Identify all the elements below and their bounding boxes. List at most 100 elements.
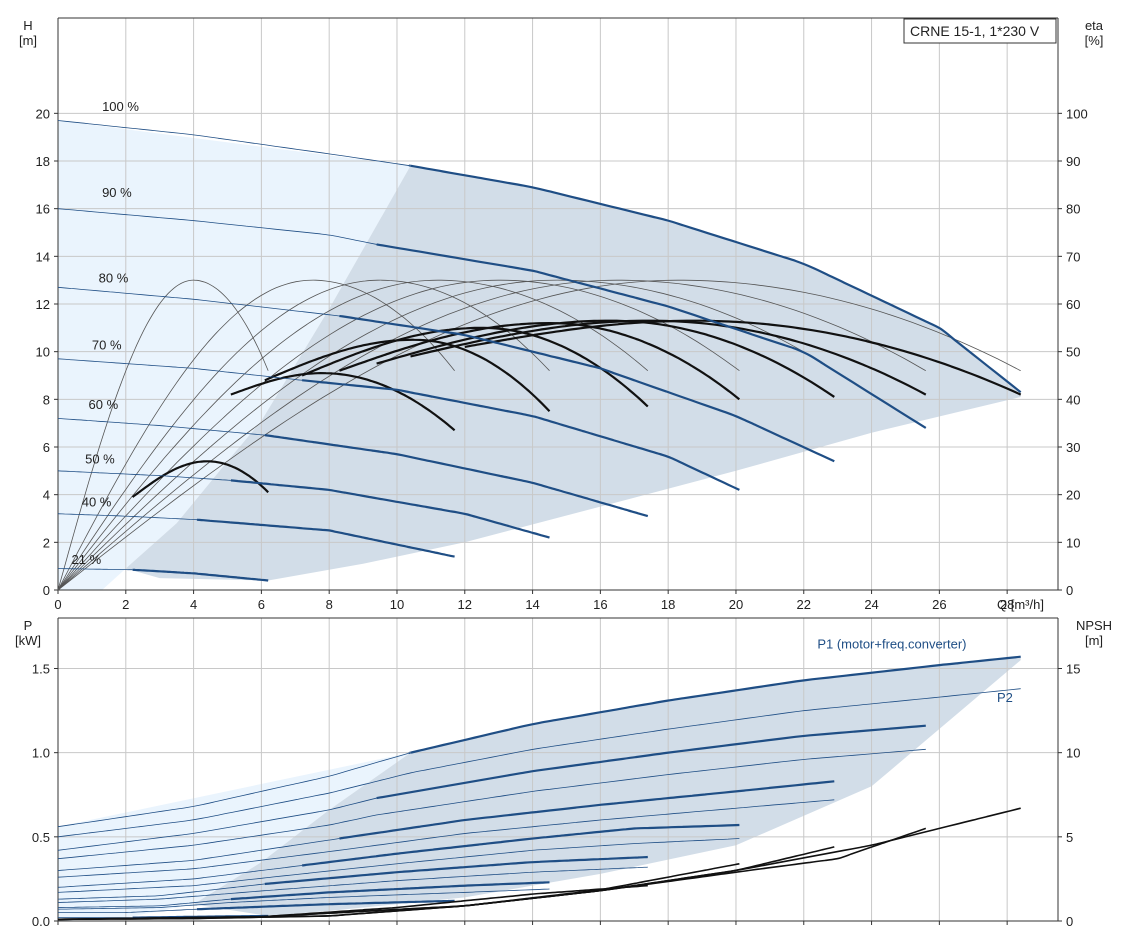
p1-curves bbox=[57, 655, 1021, 919]
p1-curve-bold bbox=[264, 855, 648, 886]
tick-label-x: 12 bbox=[458, 597, 472, 612]
speed-label: 50 % bbox=[85, 452, 115, 467]
p1-curve-bold bbox=[196, 899, 455, 911]
efficiency-curves bbox=[57, 279, 1022, 591]
efficiency-curve bbox=[57, 279, 926, 591]
p1-curve-thin bbox=[57, 838, 340, 871]
efficiency-curve-bold bbox=[376, 319, 835, 398]
speed-curve-bold bbox=[408, 164, 1022, 394]
tick-label-left: 6 bbox=[43, 440, 50, 455]
speed-curve-thin bbox=[57, 470, 232, 481]
efficiency-curve-bold bbox=[230, 371, 456, 432]
tick-label-left: 0.5 bbox=[32, 830, 50, 845]
tick-label-left: 1.0 bbox=[32, 746, 50, 761]
tick-label-right: 100 bbox=[1066, 106, 1088, 121]
tick-label-left: 0.0 bbox=[32, 914, 50, 929]
speed-curve-thin bbox=[57, 358, 303, 381]
tick-label-right: 90 bbox=[1066, 154, 1080, 169]
region-dark bbox=[193, 656, 1021, 916]
tick-label-left: 2 bbox=[43, 535, 50, 550]
pump-title-text: CRNE 15-1, 1*230 V bbox=[910, 23, 1040, 39]
efficiency-curve-bold bbox=[464, 319, 1022, 396]
tick-label-x: 0 bbox=[54, 597, 61, 612]
npsh-curve bbox=[57, 884, 648, 921]
tick-label-x: 8 bbox=[326, 597, 333, 612]
tick-label-x: 24 bbox=[864, 597, 878, 612]
tick-label-x: 20 bbox=[729, 597, 743, 612]
tick-label-left: 8 bbox=[43, 392, 50, 407]
tick-label-right: 10 bbox=[1066, 535, 1080, 550]
speed-curve-bold bbox=[132, 568, 269, 582]
tick-label-right: 10 bbox=[1066, 746, 1080, 761]
efficiency-curve bbox=[57, 279, 1021, 591]
efficiency-curve-bold bbox=[264, 338, 551, 413]
tick-label-right: 0 bbox=[1066, 914, 1073, 929]
efficiency-curve-bold bbox=[131, 460, 269, 498]
tick-label-right: 60 bbox=[1066, 297, 1080, 312]
efficiency-curve bbox=[57, 279, 269, 591]
speed-curve-bold bbox=[264, 434, 649, 518]
p1-curve-thin bbox=[57, 865, 303, 888]
tick-label-x: 6 bbox=[258, 597, 265, 612]
tick-label-left: 16 bbox=[36, 202, 50, 217]
p1-curve-bold bbox=[230, 881, 550, 901]
speed-label: 80 % bbox=[99, 271, 129, 286]
p1-curve-thin bbox=[57, 797, 378, 851]
p2-curve bbox=[57, 748, 926, 860]
efficiency-curve bbox=[57, 279, 455, 591]
speed-label: 70 % bbox=[92, 337, 122, 352]
p1-curve-bold bbox=[339, 780, 835, 840]
p2-curve bbox=[57, 799, 835, 878]
p2-curve bbox=[57, 888, 550, 910]
ylabel-right-line-0: NPSH bbox=[1076, 618, 1112, 633]
p1-curve-thin bbox=[57, 898, 232, 908]
tick-label-right: 70 bbox=[1066, 249, 1080, 264]
tick-label-right: 40 bbox=[1066, 392, 1080, 407]
p2-curve bbox=[57, 838, 740, 893]
p1-curve-thin bbox=[57, 883, 266, 900]
efficiency-curve bbox=[57, 279, 649, 591]
curve-label: P2 bbox=[997, 690, 1013, 705]
tick-label-x: 22 bbox=[797, 597, 811, 612]
speed-curve-thin bbox=[57, 286, 340, 317]
speed-curve-bold bbox=[376, 243, 927, 429]
ylabel-right-line-1: [m] bbox=[1085, 633, 1103, 648]
speed-curve-thin bbox=[57, 418, 266, 436]
efficiency-curve bbox=[57, 279, 835, 591]
speed-curve-bold bbox=[230, 479, 550, 539]
npsh-curves bbox=[57, 807, 1021, 921]
tick-label-left: 1.5 bbox=[32, 662, 50, 677]
ylabel-right-line-0: eta bbox=[1085, 18, 1104, 33]
efficiency-curve-bold bbox=[301, 326, 649, 408]
ylabel-left-line-0: P bbox=[24, 618, 33, 633]
p1-curve-thin bbox=[57, 752, 411, 828]
tick-label-left: 0 bbox=[43, 583, 50, 598]
tick-label-right: 30 bbox=[1066, 440, 1080, 455]
ylabel-left-line-0: H bbox=[23, 18, 32, 33]
p2-curve bbox=[57, 688, 1021, 838]
p2-curve bbox=[57, 866, 648, 903]
pump-title-box: CRNE 15-1, 1*230 V bbox=[903, 18, 1057, 44]
p1-curve-bold bbox=[376, 724, 926, 800]
region-dark bbox=[125, 165, 1021, 581]
speed-label: 100 % bbox=[102, 99, 139, 114]
tick-label-left: 14 bbox=[36, 249, 50, 264]
tick-label-right: 5 bbox=[1066, 830, 1073, 845]
tick-label-x: 16 bbox=[593, 597, 607, 612]
tick-label-x: 4 bbox=[190, 597, 197, 612]
head-eta-panel: 024681012141618200102030405060708090100H… bbox=[19, 17, 1104, 612]
tick-label-x: 2 bbox=[122, 597, 129, 612]
tick-label-left: 20 bbox=[36, 106, 50, 121]
tick-label-right: 15 bbox=[1066, 662, 1080, 677]
tick-label-right: 80 bbox=[1066, 202, 1080, 217]
speed-curve-bold bbox=[301, 379, 740, 491]
speed-curve-bold bbox=[339, 314, 835, 463]
tick-label-x: 10 bbox=[390, 597, 404, 612]
p1-curve-bold bbox=[301, 823, 740, 867]
p1-curve-bold bbox=[408, 655, 1021, 754]
ylabel-left-line-1: [m] bbox=[19, 33, 37, 48]
speed-curves: 100 % 90 % 80 % 70 % 60 % 50 % 40 % 21 % bbox=[57, 99, 1022, 582]
speed-label: 40 % bbox=[82, 495, 112, 510]
speed-curve-thin bbox=[57, 513, 198, 521]
